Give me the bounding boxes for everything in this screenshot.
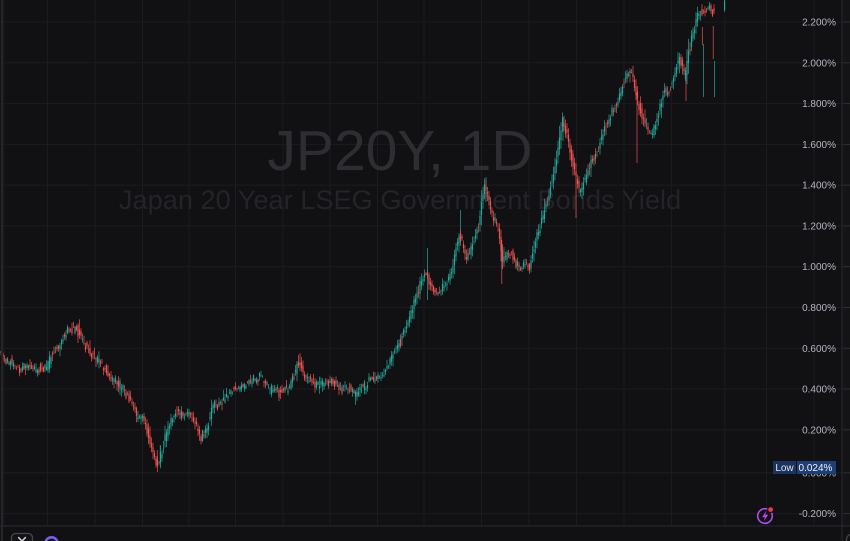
- svg-text:Japan 20 Year LSEG Government: Japan 20 Year LSEG Government Bonds Yiel…: [119, 184, 681, 215]
- svg-text:1.800%: 1.800%: [802, 99, 836, 110]
- svg-text:2.200%: 2.200%: [802, 18, 836, 29]
- svg-text:Low: Low: [775, 463, 794, 474]
- svg-text:0.600%: 0.600%: [802, 344, 836, 355]
- svg-text:0.800%: 0.800%: [802, 303, 836, 314]
- svg-text:2.000%: 2.000%: [802, 58, 836, 69]
- svg-text:0.400%: 0.400%: [802, 385, 836, 396]
- svg-text:1.000%: 1.000%: [802, 262, 836, 273]
- svg-text:0.024%: 0.024%: [799, 463, 833, 474]
- svg-text:0.200%: 0.200%: [802, 425, 836, 436]
- svg-text:JP20Y, 1D: JP20Y, 1D: [267, 119, 532, 183]
- svg-text:1.400%: 1.400%: [802, 181, 836, 192]
- svg-text:1.200%: 1.200%: [802, 221, 836, 232]
- svg-text:1.600%: 1.600%: [802, 140, 836, 151]
- svg-text:-0.200%: -0.200%: [799, 509, 836, 520]
